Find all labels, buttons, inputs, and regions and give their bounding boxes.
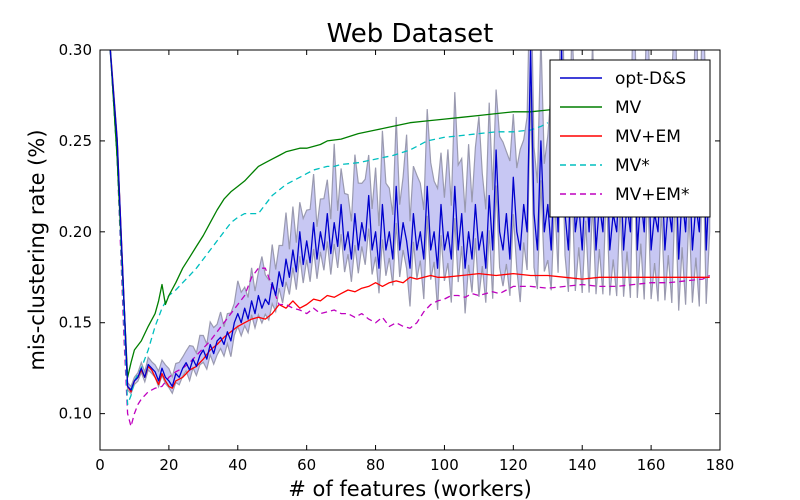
legend: opt-D&S MV MV+EM MV* MV+EM* — [549, 59, 711, 218]
series-line-mv-em-star — [109, 50, 711, 428]
y-axis-label: mis-clustering rate (%) — [25, 129, 49, 370]
x-tick-label: 60 — [297, 456, 316, 474]
series-line-mv-em — [109, 50, 710, 393]
x-tick-label: 80 — [366, 456, 385, 474]
y-tick-label: 0.20 — [59, 223, 92, 241]
plot-frame — [99, 49, 721, 451]
x-tick-label: 120 — [499, 456, 528, 474]
y-tick-label: 0.10 — [59, 405, 92, 423]
x-tick-label: 180 — [706, 456, 735, 474]
y-tick-label: 0.30 — [59, 41, 92, 59]
y-tick-label: 0.15 — [59, 314, 92, 332]
x-tick-label: 160 — [637, 456, 666, 474]
series-line-opt-d-s — [109, 50, 711, 391]
y-tick-label: 0.25 — [59, 132, 92, 150]
x-axis-label: # of features (workers) — [288, 477, 532, 500]
legend-box — [549, 59, 711, 218]
legend-label: MV+EM — [615, 127, 681, 147]
x-tick-label: 100 — [430, 456, 459, 474]
x-tick-label: 0 — [95, 456, 105, 474]
x-tick-label: 140 — [568, 456, 597, 474]
legend-label: MV — [615, 98, 642, 118]
x-tick-label: 20 — [159, 456, 178, 474]
x-tick-label: 40 — [228, 456, 247, 474]
legend-label: opt-D&S — [615, 69, 686, 89]
legend-label: MV* — [615, 156, 650, 176]
chart-title: Web Dataset — [327, 19, 494, 49]
legend-label: MV+EM* — [615, 185, 689, 205]
axis-ticks: 0 20 40 60 80 100 120 140 160 180 0.10 0.15 0.20 0.25… — [59, 41, 735, 474]
